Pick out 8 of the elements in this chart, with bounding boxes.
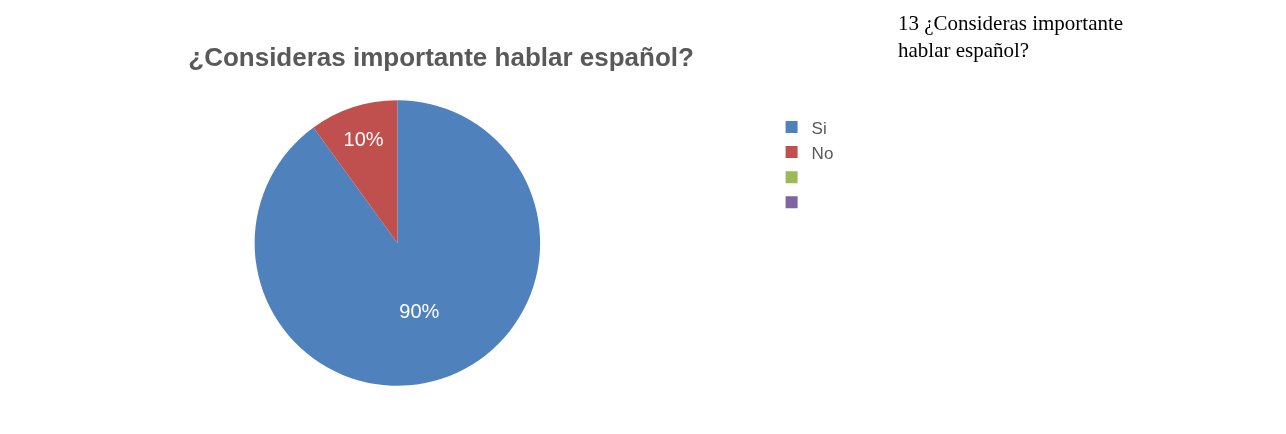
pie-slice (254, 100, 541, 386)
data-label: 90% (399, 299, 440, 322)
chart-title: ¿Consideras importante hablar español? (188, 41, 694, 72)
legend-label: No (811, 143, 834, 163)
text: 13 ¿Consideras importante hablar español? (898, 11, 1124, 63)
data-label: 10% (343, 128, 384, 151)
legend-label: Si (811, 118, 827, 138)
pie-slice (313, 100, 398, 244)
